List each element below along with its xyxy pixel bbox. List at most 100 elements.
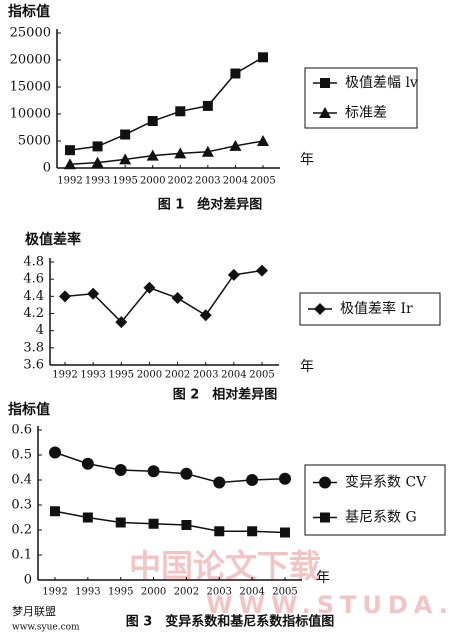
marker-square (258, 52, 268, 63)
y-tick-label: 4.2 (23, 306, 44, 321)
marker-square (115, 517, 126, 528)
x-axis-label: 年 (300, 359, 314, 375)
y-tick-label: 3.8 (23, 340, 44, 355)
marker-triangle (91, 156, 104, 168)
marker-square (82, 512, 93, 523)
marker-diamond (115, 316, 128, 329)
x-tick-label: 2005 (250, 176, 275, 187)
y-tick-label: 10000 (10, 107, 51, 122)
x-tick-label: 2003 (195, 176, 220, 187)
marker-square (92, 141, 103, 152)
y-tick-label: 5000 (18, 134, 51, 149)
x-tick-label: 1992 (52, 370, 77, 381)
x-tick-label: 1995 (108, 587, 133, 598)
marker-diamond (59, 290, 71, 303)
marker-triangle (146, 149, 159, 161)
y-tick-label: 0.6 (11, 423, 32, 438)
watermark-url: WWW.STUDA. (206, 591, 450, 619)
marker-diamond (171, 292, 184, 305)
marker-circle (49, 446, 61, 459)
marker-circle (81, 457, 94, 470)
y-tick-label: 4.4 (23, 289, 44, 304)
marker-square (147, 116, 158, 127)
caption: 图 2 相对差异图 (173, 387, 278, 403)
caption: 图 1 绝对差异图 (158, 197, 263, 213)
watermark-corner: 梦月联盟 (12, 605, 56, 618)
legend-marker (320, 78, 330, 88)
y-tick-label: 4.6 (23, 272, 44, 287)
y-tick-label: 25000 (10, 26, 51, 41)
x-tick-label: 2003 (193, 370, 218, 381)
series-line (54, 510, 286, 534)
y-tick-label: 0.3 (11, 498, 32, 513)
marker-triangle (64, 158, 76, 170)
x-tick-label: 2004 (221, 370, 246, 381)
y-tick-label: 0.1 (11, 548, 32, 563)
x-tick-label: 2002 (165, 370, 190, 381)
x-tick-label: 2000 (137, 370, 162, 381)
x-tick-label: 2002 (174, 587, 199, 598)
legend-marker (319, 476, 331, 489)
marker-square (181, 520, 192, 530)
y-axis-label: 极值差率 (25, 231, 81, 248)
marker-diamond (227, 268, 240, 281)
marker-square (214, 526, 225, 537)
legend-label: 基尼系数 G (345, 509, 417, 526)
marker-triangle (174, 147, 187, 159)
x-tick-label: 1993 (80, 370, 105, 381)
x-axis-label: 年 (300, 152, 314, 168)
y-axis-label: 指标值 (8, 3, 50, 20)
x-tick-label: 1992 (57, 176, 82, 187)
y-tick-label: 4 (36, 323, 44, 338)
watermark-site: 中国论文下载 (129, 547, 321, 585)
x-tick-label: 2004 (223, 176, 248, 187)
caption: 图 3 变异系数和基尼系数指标值图 (126, 614, 335, 630)
x-axis-label: 年 (316, 570, 330, 586)
y-tick-label: 3.6 (23, 358, 44, 373)
y-tick-label: 0.2 (11, 523, 32, 538)
x-tick-label: 1993 (75, 587, 100, 598)
x-tick-label: 2005 (249, 370, 274, 381)
marker-circle (213, 476, 226, 489)
y-axis-label: 指标值 (8, 401, 50, 418)
marker-triangle (201, 145, 214, 157)
marker-square (230, 68, 241, 79)
marker-diamond (143, 281, 156, 294)
watermark-corner-url: www.syue.com (12, 623, 80, 633)
x-tick-label: 2004 (239, 587, 264, 598)
marker-triangle (229, 139, 242, 151)
marker-circle (114, 464, 127, 476)
legend-label: 极值差幅 lv (345, 75, 418, 91)
marker-circle (246, 474, 259, 486)
x-tick-label: 2000 (140, 176, 165, 187)
y-tick-label: 0 (24, 573, 32, 588)
x-tick-label: 1995 (109, 370, 134, 381)
x-tick-label: 2005 (272, 587, 297, 598)
y-tick-label: 0.5 (11, 448, 32, 463)
y-tick-label: 0.4 (11, 473, 32, 488)
x-tick-label: 2003 (207, 587, 232, 598)
marker-square (65, 145, 75, 156)
marker-diamond (199, 309, 212, 322)
marker-square (120, 129, 131, 140)
marker-triangle (257, 135, 269, 146)
marker-square (247, 526, 258, 537)
marker-triangle (119, 153, 132, 165)
marker-square (202, 100, 213, 111)
marker-square (148, 518, 159, 529)
series-line (69, 140, 264, 165)
marker-diamond (256, 264, 268, 277)
x-tick-label: 2002 (168, 176, 193, 187)
marker-circle (180, 467, 193, 480)
y-tick-label: 15000 (10, 80, 51, 95)
x-tick-label: 1993 (85, 176, 110, 187)
marker-square (175, 106, 186, 117)
marker-diamond (87, 287, 100, 300)
legend-box (304, 464, 446, 536)
legend-label: 极值差率 Ir (340, 300, 413, 317)
x-tick-label: 1995 (112, 176, 137, 187)
x-tick-label: 1992 (42, 587, 67, 598)
x-tick-label: 2000 (141, 587, 166, 598)
legend-marker (320, 512, 330, 523)
